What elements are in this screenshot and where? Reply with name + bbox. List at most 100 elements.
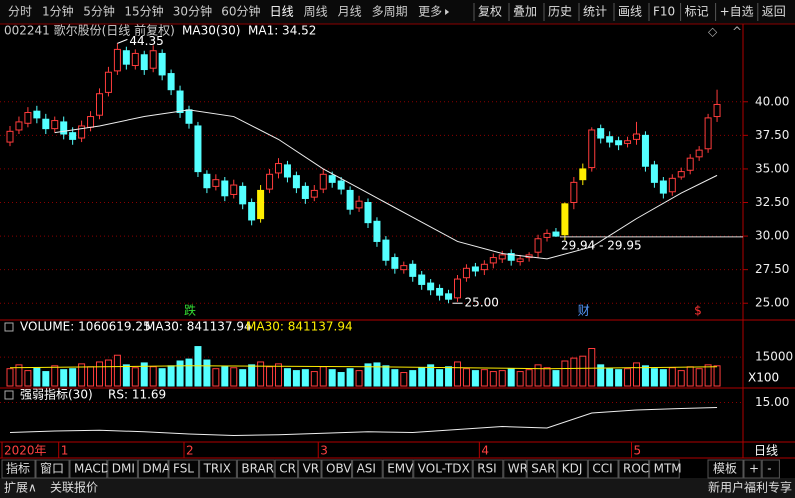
- tab-bg: [298, 459, 322, 479]
- volume-bar: [158, 368, 166, 387]
- period-tab[interactable]: 15分钟: [124, 4, 163, 19]
- candle-body: [704, 117, 712, 150]
- candle-body: [87, 116, 95, 128]
- volume-label: MA30: 841137.94: [145, 320, 252, 334]
- indicator-tab[interactable]: TRIX: [203, 462, 231, 476]
- indicator-tab[interactable]: VR: [303, 462, 320, 476]
- tool-button[interactable]: 叠加: [513, 5, 537, 19]
- tool-button[interactable]: 历史: [548, 5, 572, 19]
- tool-button[interactable]: 复权: [478, 5, 502, 19]
- indicator-tab[interactable]: MACD: [74, 462, 110, 476]
- period-tab[interactable]: 60分钟: [221, 4, 260, 19]
- tab-bg: [236, 459, 275, 479]
- tool-button[interactable]: 返回: [762, 5, 786, 19]
- candle-body: [176, 90, 184, 114]
- period-tab[interactable]: 5分钟: [83, 4, 115, 19]
- y-tick-label: 25.00: [755, 296, 789, 310]
- stock-title: 002241 歌尔股份(日线 前复权): [4, 23, 175, 38]
- period-tab[interactable]: 1分钟: [42, 4, 74, 19]
- indicator-tab[interactable]: RSI: [477, 462, 497, 476]
- volume-bar: [543, 367, 551, 387]
- candle-body: [686, 157, 694, 171]
- date-label: 4: [481, 444, 489, 458]
- status-promo[interactable]: 新用户福利专享: [708, 480, 792, 495]
- rs-line: [9, 406, 718, 437]
- event-marker[interactable]: 财: [578, 304, 590, 318]
- period-tab[interactable]: 更多: [418, 5, 442, 19]
- indicator-label: MA30(30): [182, 24, 240, 38]
- template-tab[interactable]: +: [749, 462, 759, 476]
- candle-body: [203, 173, 211, 189]
- indicator-tab[interactable]: BRAR: [241, 462, 274, 476]
- tab-bg: [1, 459, 36, 479]
- indicator-tab[interactable]: 指标: [6, 461, 30, 476]
- indicator-tab[interactable]: WR: [508, 462, 528, 476]
- status-item[interactable]: 关联报价: [50, 480, 98, 495]
- indicator-tab[interactable]: DMA: [142, 462, 171, 476]
- period-tab[interactable]: 周线: [304, 5, 328, 19]
- icon[interactable]: ^: [732, 25, 742, 39]
- volume-bar: [570, 357, 578, 387]
- tool-button[interactable]: 标记: [685, 5, 709, 19]
- indicator-tab[interactable]: 窗口: [40, 462, 64, 476]
- indicator-tab[interactable]: KDJ: [562, 462, 583, 476]
- candle-body: [69, 132, 77, 140]
- candle-body: [283, 164, 291, 178]
- volume-bar: [69, 368, 77, 387]
- event-marker[interactable]: 跌: [184, 303, 196, 318]
- template-tab[interactable]: 模板: [713, 462, 737, 476]
- volume-bar: [516, 371, 524, 387]
- volume-bar: [283, 368, 291, 387]
- volume-ma-line: [9, 365, 718, 370]
- volume-bar: [650, 368, 658, 387]
- candle-body: [588, 129, 596, 169]
- period-tab[interactable]: 日线: [270, 5, 294, 19]
- period-tab[interactable]: 多周期: [372, 5, 408, 19]
- volume-bar: [131, 367, 139, 387]
- indicator-tab[interactable]: FSL: [173, 462, 194, 476]
- event-marker[interactable]: $: [694, 304, 702, 318]
- indicator-tab[interactable]: EMV: [387, 462, 414, 476]
- period-tab[interactable]: 30分钟: [173, 4, 212, 19]
- icon[interactable]: ◇: [708, 25, 718, 39]
- candle-body: [615, 140, 623, 146]
- period-tab[interactable]: 分时: [8, 5, 32, 19]
- candle-body: [33, 110, 41, 119]
- candle-body: [355, 200, 363, 209]
- tab-bg: [526, 459, 558, 479]
- indicator-tab[interactable]: OBV: [326, 462, 352, 476]
- candle-body: [167, 73, 175, 91]
- candle-body: [364, 202, 372, 224]
- tool-button[interactable]: F10: [653, 5, 675, 19]
- template-tab[interactable]: -: [767, 462, 771, 476]
- candle-body: [552, 231, 560, 237]
- indicator-tab[interactable]: ROC: [623, 462, 649, 476]
- volume-bar: [78, 363, 86, 387]
- volume-bar: [471, 370, 479, 387]
- volume-bar: [15, 364, 23, 387]
- volume-bar: [615, 369, 623, 387]
- tool-button[interactable]: 画线: [618, 5, 642, 19]
- volume-bar: [6, 368, 14, 387]
- candle-body: [668, 177, 676, 193]
- candle-body: [570, 181, 578, 204]
- indicator-tab[interactable]: SAR: [531, 462, 555, 476]
- volume-bar: [266, 366, 274, 387]
- y-tick-label: 40.00: [755, 94, 789, 108]
- tab-bg: [199, 459, 237, 479]
- tool-button[interactable]: 统计: [583, 5, 607, 19]
- indicator-tab[interactable]: DMI: [112, 462, 135, 476]
- status-item[interactable]: 扩展∧: [4, 481, 37, 495]
- volume-bar: [400, 372, 408, 387]
- indicator-tab[interactable]: MTM: [654, 462, 682, 476]
- candle-body: [131, 52, 139, 67]
- tool-button[interactable]: +自选: [720, 5, 754, 19]
- volume-bar: [185, 358, 193, 387]
- volume-bar: [122, 364, 130, 387]
- indicator-tab[interactable]: ASI: [357, 462, 376, 476]
- indicator-tab[interactable]: VOL-TDX: [418, 462, 470, 476]
- indicator-tab[interactable]: CR: [279, 462, 296, 476]
- indicator-tab[interactable]: CCI: [592, 462, 612, 476]
- candle-body: [104, 71, 112, 93]
- period-tab[interactable]: 月线: [338, 5, 362, 19]
